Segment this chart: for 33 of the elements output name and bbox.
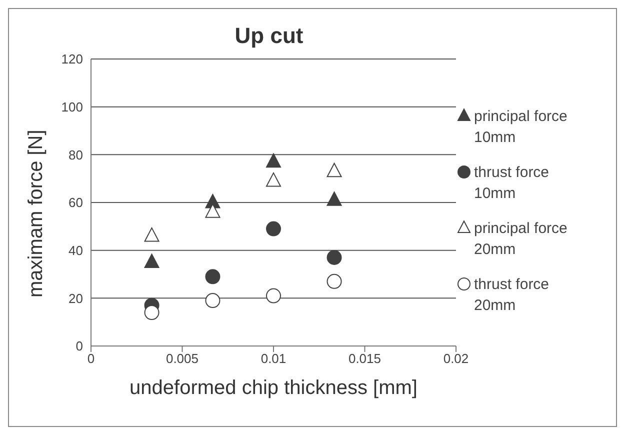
point [205,204,220,218]
point [326,162,342,178]
legend-label: principal force 10mm [474,106,568,148]
y-tick-label: 20 [68,290,83,306]
y-tick-label: 60 [68,195,83,210]
point [266,288,281,304]
point [326,250,342,266]
x-tick-label: 0.005 [166,351,199,366]
y-tick-label: 120 [61,52,83,67]
point [205,269,220,284]
point [266,172,281,187]
y-axis-title: maximam force [N] [25,130,48,298]
y-tick-label: 80 [68,147,83,162]
legend-label: thrust force 20mm [474,274,550,316]
legend-label: thrust force 10mm [474,162,550,204]
chart-title: Up cut [234,23,304,49]
x-tick-label: 0.015 [348,351,382,366]
point [326,274,342,289]
legend-label: principal force 20mm [474,218,568,260]
x-tick-label: 0.02 [443,351,469,366]
point [144,305,160,320]
point [266,153,281,168]
point [326,192,342,206]
point [205,293,220,308]
point [266,221,281,236]
point [144,254,160,268]
y-tick-label: 40 [68,242,83,258]
point [144,227,160,242]
x-tick-label: 0 [87,351,95,366]
x-tick-label: 0.01 [260,351,286,366]
y-tick-label: 0 [76,338,83,354]
y-tick-label: 100 [61,99,83,114]
x-axis-title: undeformed chip thickness [mm] [130,377,418,399]
